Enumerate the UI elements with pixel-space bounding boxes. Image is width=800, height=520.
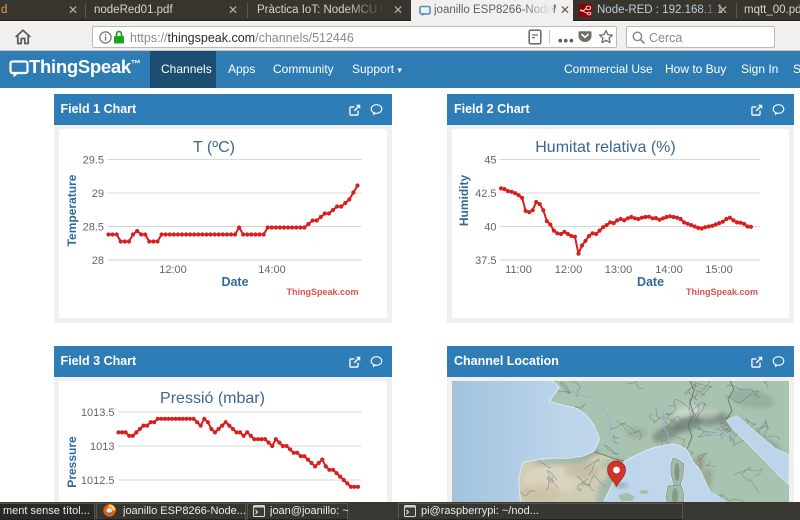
svg-text:29: 29 <box>91 188 103 200</box>
svg-text:1012.5: 1012.5 <box>80 475 114 487</box>
svg-text:Pressió (mbar): Pressió (mbar) <box>160 390 265 407</box>
svg-text:28: 28 <box>91 255 103 267</box>
svg-text:Pressure: Pressure <box>65 436 79 488</box>
svg-text:ThingSpeak.com: ThingSpeak.com <box>286 287 358 297</box>
svg-text:12:00: 12:00 <box>555 264 583 276</box>
svg-text:40: 40 <box>484 221 496 233</box>
svg-text:Humitat relativa (%): Humitat relativa (%) <box>535 139 675 156</box>
svg-text:15:00: 15:00 <box>705 264 733 276</box>
svg-text:12:00: 12:00 <box>159 264 187 276</box>
svg-text:37.5: 37.5 <box>475 255 496 267</box>
svg-text:14:00: 14:00 <box>655 264 683 276</box>
svg-text:ThingSpeak.com: ThingSpeak.com <box>686 287 758 297</box>
svg-text:14:00: 14:00 <box>258 264 286 276</box>
svg-text:Humidity: Humidity <box>457 174 471 226</box>
svg-text:T (ºC): T (ºC) <box>193 139 235 156</box>
svg-text:13:00: 13:00 <box>605 264 633 276</box>
svg-text:42.5: 42.5 <box>475 188 496 200</box>
svg-text:29.5: 29.5 <box>82 154 103 166</box>
svg-text:1013: 1013 <box>90 441 114 453</box>
svg-text:1013.5: 1013.5 <box>80 407 114 419</box>
svg-text:Date: Date <box>221 275 248 289</box>
svg-text:Date: Date <box>637 275 664 289</box>
svg-text:11:00: 11:00 <box>505 264 532 276</box>
svg-text:28.5: 28.5 <box>82 221 103 233</box>
svg-text:45: 45 <box>484 154 496 166</box>
svg-text:Temperature: Temperature <box>65 174 79 246</box>
